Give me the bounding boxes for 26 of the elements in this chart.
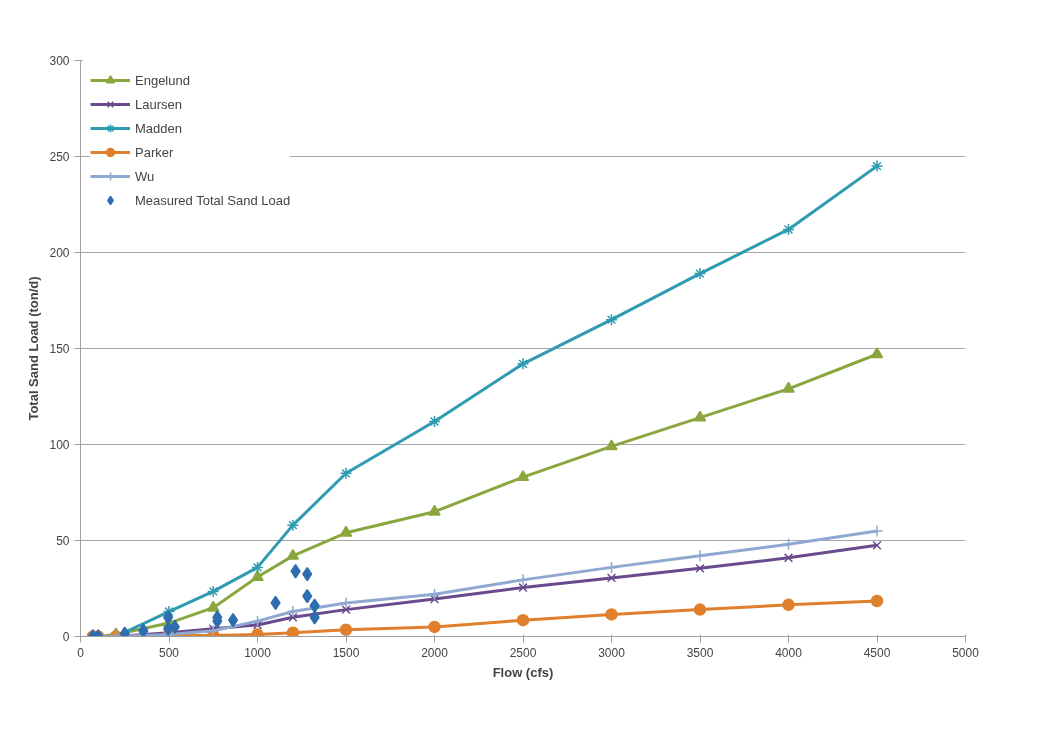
x-tick-label: 500: [158, 645, 180, 660]
y-tick-label: 50: [56, 534, 70, 548]
legend-label: Laursen: [135, 96, 182, 112]
x-tick-label: 4500: [863, 645, 891, 660]
x-tick-label: 1000: [244, 645, 272, 660]
y-tick-label: 250: [49, 150, 70, 164]
y-tick-label: 300: [49, 54, 70, 68]
x-tick-label: 3500: [686, 645, 714, 660]
y-tick-label: 150: [49, 342, 70, 356]
x-tick-label: 5000: [952, 645, 980, 660]
x-tick-label: 2000: [421, 645, 449, 660]
x-tick-label: 3000: [598, 645, 626, 660]
x-tick-label: 2500: [509, 645, 537, 660]
y-axis-title: Total Sand Load (ton/d): [26, 276, 42, 421]
legend-label: Wu: [135, 168, 155, 184]
y-tick-label: 200: [49, 246, 70, 260]
legend-label: Engelund: [135, 72, 190, 88]
y-tick-label: 100: [49, 438, 70, 452]
x-axis-title: Flow (cfs): [492, 664, 554, 680]
x-tick-label: 4000: [775, 645, 803, 660]
legend-label: Measured Total Sand Load: [135, 192, 291, 208]
y-tick-label: 0: [62, 630, 70, 644]
x-tick-label: 1500: [332, 645, 360, 660]
x-tick-label: 0: [77, 645, 85, 660]
legend-label: Madden: [135, 120, 182, 136]
legend-label: Parker: [135, 144, 174, 160]
